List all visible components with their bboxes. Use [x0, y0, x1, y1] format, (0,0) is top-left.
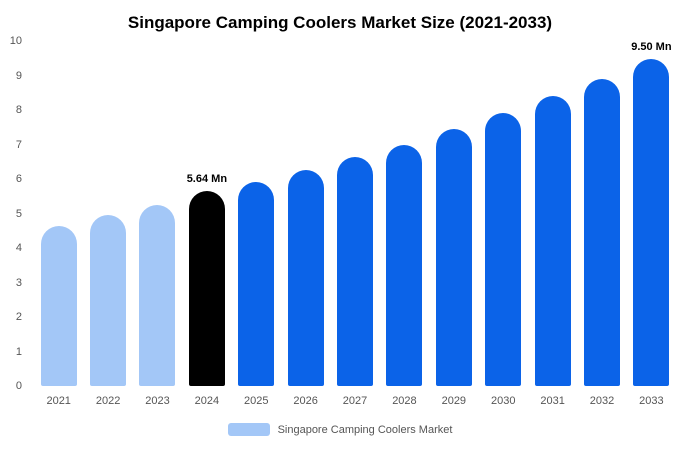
y-tick-label: 1 — [15, 345, 22, 358]
chart-title: Singapore Camping Coolers Market Size (2… — [127, 13, 553, 32]
bar-slot-2025 — [232, 41, 281, 386]
legend: Singapore Camping Coolers Market — [0, 423, 680, 436]
bar-2024 — [188, 191, 225, 386]
bar-2030 — [485, 113, 522, 386]
x-tick-label-2021: 2021 — [46, 395, 71, 407]
plot-wrap: 5.64 Mn 9.50 Mn 2021 2022 2023 2024 2025 2026 2… — [30, 41, 680, 407]
bar-slot-2030 — [479, 41, 528, 386]
bar-2023 — [139, 204, 176, 386]
y-tick-label: 6 — [15, 173, 22, 185]
bar-slot-2027 — [330, 41, 379, 386]
y-tick-label: 3 — [15, 276, 22, 289]
bar-2028 — [386, 144, 423, 386]
y-tick-label: 8 — [15, 104, 22, 116]
x-tick-label-2022: 2022 — [95, 395, 121, 407]
y-tick-label: 9 — [15, 69, 22, 82]
bar-2025 — [238, 181, 275, 386]
y-tick-label: 2 — [15, 311, 22, 323]
bar-slot-2024: 5.64 Mn — [182, 41, 231, 386]
bar-slot-2031 — [528, 41, 577, 386]
bar-2032 — [583, 78, 620, 386]
bar-2033 — [633, 59, 670, 386]
legend-label: Singapore Camping Coolers Market — [277, 423, 453, 436]
x-tick-label-2028: 2028 — [392, 395, 417, 407]
x-tick-label-2033: 2033 — [639, 395, 664, 407]
bar-2031 — [534, 96, 571, 386]
bar-2026 — [287, 170, 324, 386]
bar-slot-2029 — [429, 41, 478, 386]
y-tick-label: 5 — [15, 207, 22, 220]
x-tick-label-2032: 2032 — [589, 395, 615, 407]
bar-slot-2026 — [281, 41, 330, 386]
x-tick-label-2023: 2023 — [145, 395, 170, 407]
y-tick-label: 0 — [15, 380, 22, 392]
bar-slot-2028 — [380, 41, 429, 386]
bar-value-label-2033: 9.50 Mn — [631, 41, 672, 53]
bar-slot-2033: 9.50 Mn — [627, 41, 676, 386]
x-axis: 2021 2022 2023 2024 2025 2026 2027 2028 2029 2030… — [30, 395, 680, 407]
x-tick-label-2026: 2026 — [293, 395, 318, 407]
x-tick-label-2027: 2027 — [342, 395, 368, 407]
bar-slot-2022 — [83, 41, 132, 386]
y-tick-label: 4 — [15, 242, 22, 254]
chart-area: 0 1 2 3 4 5 6 7 8 9 10 5.64 Mn 9.50 Mn 2021 2022 2023… — [0, 35, 680, 407]
x-tick-label-2025: 2025 — [244, 395, 269, 407]
bar-2021 — [40, 225, 77, 386]
y-tick-label: 7 — [15, 138, 22, 151]
x-tick-label-2031: 2031 — [540, 395, 565, 407]
x-tick-label-2030: 2030 — [490, 395, 516, 407]
bar-slot-2032 — [577, 41, 626, 386]
bar-slot-2023 — [133, 41, 182, 386]
y-tick-label: 10 — [9, 35, 22, 47]
plot-area: 5.64 Mn 9.50 Mn — [30, 41, 680, 386]
x-tick-label-2024: 2024 — [194, 395, 220, 407]
x-tick-label-2029: 2029 — [441, 395, 467, 407]
bar-value-label-2024: 5.64 Mn — [186, 173, 228, 186]
y-axis: 0 1 2 3 4 5 6 7 8 9 10 — [0, 35, 30, 392]
bar-2029 — [435, 128, 472, 386]
legend-swatch-icon — [227, 423, 270, 436]
bar-2022 — [90, 215, 127, 386]
bar-2027 — [337, 156, 374, 386]
bar-slot-2021 — [34, 41, 83, 386]
